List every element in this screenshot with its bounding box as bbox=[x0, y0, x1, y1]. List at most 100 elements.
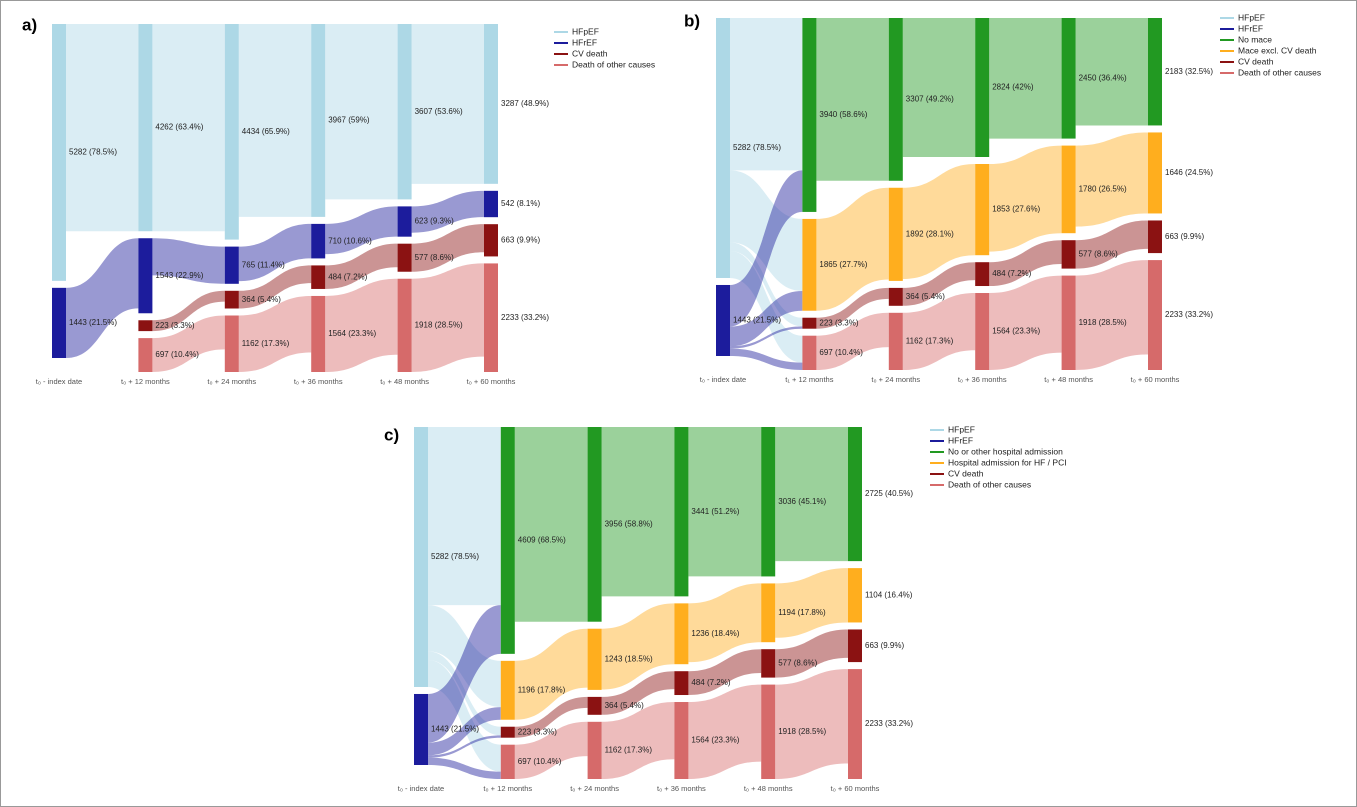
flow bbox=[601, 603, 675, 690]
node-label: 223 (3.3%) bbox=[518, 727, 557, 736]
flow bbox=[325, 243, 398, 289]
legend-label: Death of other causes bbox=[1238, 67, 1321, 77]
stage-label: t₀ - index date bbox=[700, 375, 746, 384]
node-label: 223 (3.3%) bbox=[819, 318, 858, 327]
stage-label: t₁ + 12 months bbox=[785, 375, 833, 384]
node-label: 484 (7.2%) bbox=[992, 269, 1031, 278]
node bbox=[52, 24, 66, 281]
node bbox=[1061, 240, 1076, 269]
flow bbox=[775, 629, 848, 678]
stage-label: t₀ + 12 months bbox=[121, 377, 170, 386]
node bbox=[500, 726, 515, 738]
node-label: 2233 (33.2%) bbox=[1165, 310, 1213, 319]
node bbox=[311, 24, 326, 217]
node-label: 2233 (33.2%) bbox=[865, 719, 913, 728]
flow bbox=[775, 669, 848, 779]
node-label: 2450 (36.4%) bbox=[1079, 73, 1127, 82]
flow bbox=[730, 326, 803, 349]
stage-label: t₀ + 36 months bbox=[657, 784, 706, 793]
stage-label: t₀ + 48 months bbox=[1044, 375, 1093, 384]
flow bbox=[411, 263, 484, 372]
flow bbox=[428, 427, 501, 606]
stage-label: t₀ + 60 months bbox=[467, 377, 516, 386]
flow bbox=[816, 312, 889, 370]
flow bbox=[514, 427, 588, 622]
node-label: 1780 (26.5%) bbox=[1079, 185, 1127, 194]
legend-label: CV death bbox=[1238, 56, 1274, 66]
flow bbox=[902, 293, 976, 370]
node-label: 1646 (24.5%) bbox=[1165, 168, 1213, 177]
stage-label: t₀ + 36 months bbox=[958, 375, 1007, 384]
stage-label: t₀ + 60 months bbox=[831, 784, 880, 793]
node bbox=[587, 721, 602, 779]
flow bbox=[428, 757, 501, 779]
node-label: 663 (9.9%) bbox=[865, 641, 904, 650]
node bbox=[975, 163, 990, 256]
flow bbox=[152, 24, 225, 232]
stage-label: t₀ + 24 months bbox=[570, 784, 619, 793]
node-label: 484 (7.2%) bbox=[328, 272, 367, 281]
node bbox=[397, 24, 412, 200]
node-label: 4434 (65.9%) bbox=[242, 127, 290, 136]
stage-label: t₀ - index date bbox=[398, 784, 444, 793]
legend-label: HFrEF bbox=[572, 37, 597, 47]
flow bbox=[325, 24, 398, 200]
flow bbox=[775, 568, 848, 638]
node-label: 1564 (23.3%) bbox=[328, 329, 376, 338]
flow bbox=[730, 291, 803, 347]
node bbox=[802, 218, 817, 311]
node bbox=[397, 243, 412, 272]
node bbox=[484, 24, 498, 184]
node-label: 3036 (45.1%) bbox=[778, 497, 826, 506]
node-label: 1865 (27.7%) bbox=[819, 260, 867, 269]
node-label: 364 (5.4%) bbox=[605, 701, 644, 710]
flow bbox=[730, 242, 803, 327]
node-label: 1443 (21.5%) bbox=[69, 318, 117, 327]
node-label: 1162 (17.3%) bbox=[906, 337, 954, 346]
node-label: 663 (9.9%) bbox=[1165, 232, 1204, 241]
node bbox=[138, 238, 153, 314]
stage-label: t₀ + 24 months bbox=[207, 377, 256, 386]
stage-label: t₀ + 36 months bbox=[294, 377, 343, 386]
node-label: 1918 (28.5%) bbox=[1079, 318, 1127, 327]
flow bbox=[730, 170, 803, 292]
legend-label: Mace excl. CV death bbox=[1238, 45, 1317, 55]
flow bbox=[428, 707, 501, 756]
node-label: 484 (7.2%) bbox=[691, 678, 730, 687]
node-label: 3940 (58.6%) bbox=[819, 110, 867, 119]
flow bbox=[152, 238, 225, 284]
legend-label: Hospital admission for HF / PCI bbox=[948, 457, 1067, 467]
flow bbox=[902, 262, 976, 306]
node-label: 3307 (49.2%) bbox=[906, 94, 954, 103]
flow bbox=[902, 18, 976, 157]
node bbox=[716, 284, 730, 356]
flow bbox=[688, 684, 762, 779]
node-label: 1236 (18.4%) bbox=[691, 629, 739, 638]
node bbox=[975, 262, 990, 287]
node bbox=[888, 18, 903, 181]
flow bbox=[902, 163, 976, 279]
node bbox=[484, 190, 498, 218]
node bbox=[138, 24, 153, 232]
node bbox=[716, 18, 730, 278]
flow bbox=[514, 696, 588, 738]
panel-label: a) bbox=[22, 15, 37, 34]
legend-label: HFpEF bbox=[572, 26, 599, 36]
flow bbox=[1075, 132, 1148, 227]
node bbox=[224, 290, 239, 309]
flow bbox=[1075, 18, 1148, 126]
node bbox=[975, 293, 990, 370]
node bbox=[500, 660, 515, 720]
node-label: 623 (9.3%) bbox=[415, 217, 454, 226]
node bbox=[802, 335, 817, 370]
flow bbox=[428, 605, 501, 708]
flow bbox=[816, 287, 889, 329]
node-label: 3967 (59%) bbox=[328, 116, 370, 125]
node bbox=[484, 224, 498, 257]
node-label: 577 (8.6%) bbox=[1079, 250, 1118, 259]
node-label: 3956 (58.8%) bbox=[605, 519, 653, 528]
node-label: 2725 (40.5%) bbox=[865, 489, 913, 498]
flow bbox=[688, 649, 762, 696]
flow bbox=[411, 224, 484, 272]
